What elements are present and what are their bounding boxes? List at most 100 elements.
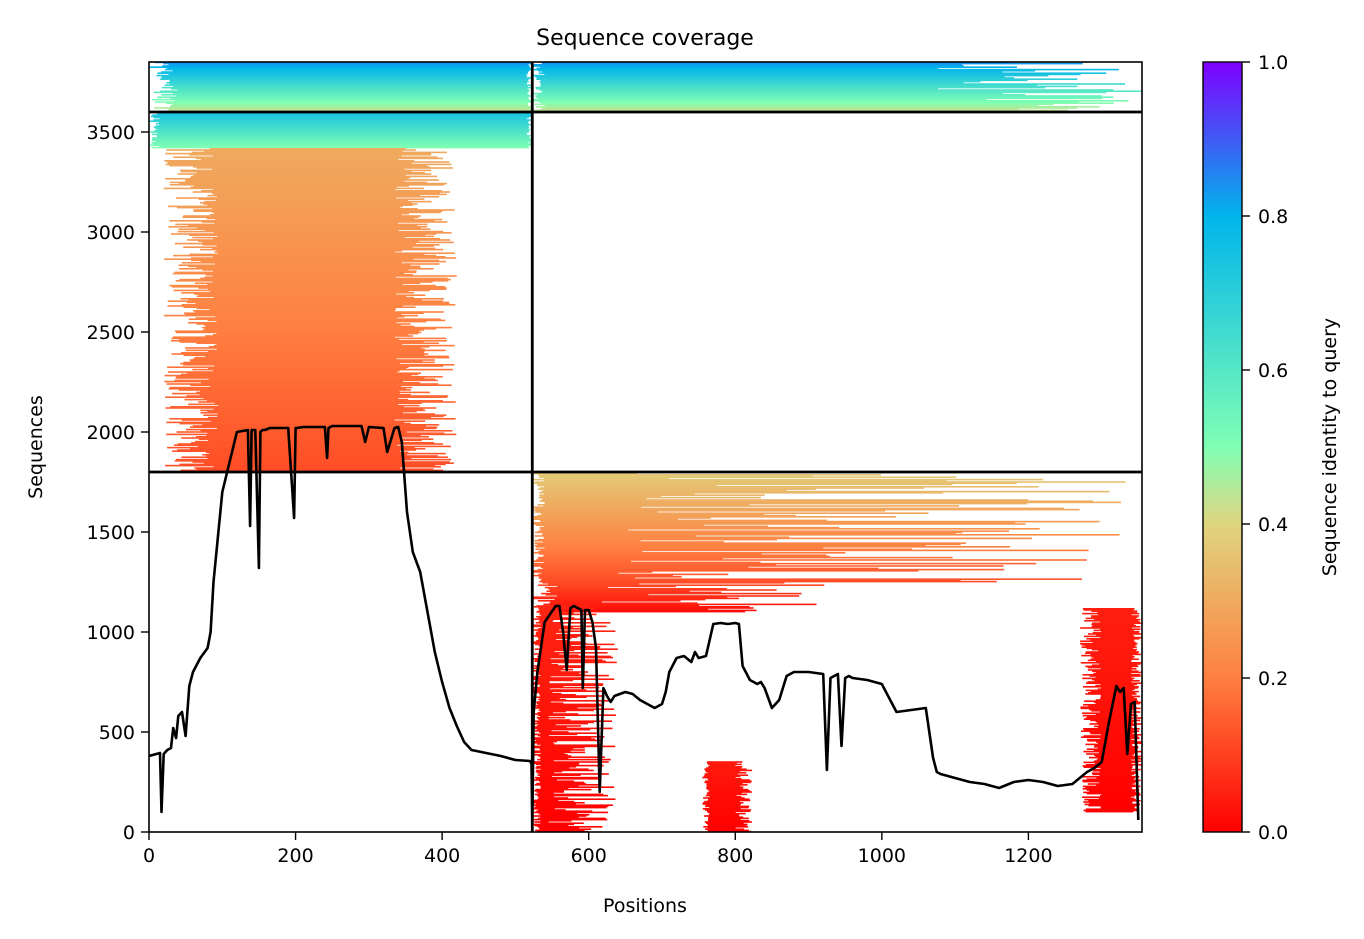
coverage-row [537,794,608,797]
coverage-row [533,750,571,752]
coverage-row [537,826,603,828]
coverage-row [1091,648,1137,651]
coverage-row [1087,669,1132,671]
coverage-row [544,480,947,482]
coverage-row [159,118,527,120]
coverage-row [154,107,532,109]
coverage-row [533,751,586,754]
coverage-row [183,364,455,366]
coverage-row [195,440,402,443]
coverage-row [162,65,530,67]
coverage-row [202,244,440,246]
coverage-row [539,697,560,700]
coverage-row [1083,766,1133,768]
coverage-row [161,94,529,96]
coverage-row [166,383,439,385]
coverage-row [161,77,533,79]
coverage-row [1085,786,1132,789]
coverage-row [169,83,527,85]
coverage-row [557,595,800,597]
coverage-row [1091,623,1135,626]
coverage-row [537,600,681,602]
coverage-row [207,283,403,286]
y-tick-label: 2000 [87,422,135,444]
coverage-row [540,108,1019,110]
coverage-row [1081,730,1140,732]
coverage-row [534,511,658,513]
coverage-row [532,802,585,804]
coverage-row [1101,794,1141,796]
coverage-row [1084,803,1140,806]
coverage-row [540,764,604,767]
coverage-row [707,824,747,827]
coverage-row [171,286,446,288]
coverage-row [1089,675,1141,677]
coverage-row [533,682,550,684]
coverage-row [537,680,550,683]
coverage-row [554,598,706,601]
coverage-row [539,694,576,696]
coverage-row [1087,783,1133,785]
coverage-row [1085,652,1139,654]
coverage-row [533,800,575,803]
coverage-row [535,643,615,646]
coverage-row [214,402,422,404]
coverage-row [1084,798,1136,801]
coverage-row [539,719,571,721]
coverage-row [538,755,572,757]
coverage-row [192,461,450,463]
coverage-row [540,760,554,762]
coverage-row [171,233,437,235]
coverage-row [155,101,531,103]
coverage-row [539,654,579,656]
coverage-row [704,800,740,803]
coverage-row [708,766,743,768]
coverage-row [539,89,1114,91]
coverage-row [1084,700,1139,702]
coverage-row [168,388,406,390]
y-tick-label: 3500 [87,122,135,144]
coverage-row [175,331,422,334]
coverage-row [544,547,824,549]
coverage-row [152,143,533,145]
coverage-row [169,418,456,420]
coverage-row [156,113,533,115]
coverage-row [187,224,418,227]
coverage-row [185,347,422,349]
coverage-row [539,475,813,477]
coverage-row [177,173,432,175]
coverage-row [1091,656,1135,658]
coverage-row [164,374,412,377]
coverage-block [532,605,618,832]
coverage-row [167,67,531,70]
coverage-row [539,828,592,830]
coverage-row [541,490,1110,493]
coverage-row [544,586,608,589]
coverage-row [1085,810,1134,813]
coverage-row [189,448,426,450]
coverage-row [536,67,939,70]
coverage-row [538,792,554,794]
coverage-row [170,97,529,100]
coverage-row [708,798,750,800]
coverage-row [217,427,437,430]
coverage-row [158,121,528,124]
coverage-row [1088,800,1141,802]
coverage-row [541,62,1083,65]
coverage-row [1083,728,1140,730]
coverage-row [156,74,528,77]
coverage-row [538,488,816,490]
coverage-row [166,421,405,424]
coverage-row [1086,789,1140,791]
coverage-row [1097,722,1133,724]
coverage-row [708,814,739,816]
coverage-row [168,64,529,66]
coverage-row [537,630,616,632]
coverage-row [212,208,418,210]
coverage-row [206,455,438,457]
coverage-row [533,815,587,817]
coverage-row [153,119,532,121]
coverage-row [534,103,1054,106]
coverage-row [533,738,596,740]
coverage-row [163,187,425,190]
